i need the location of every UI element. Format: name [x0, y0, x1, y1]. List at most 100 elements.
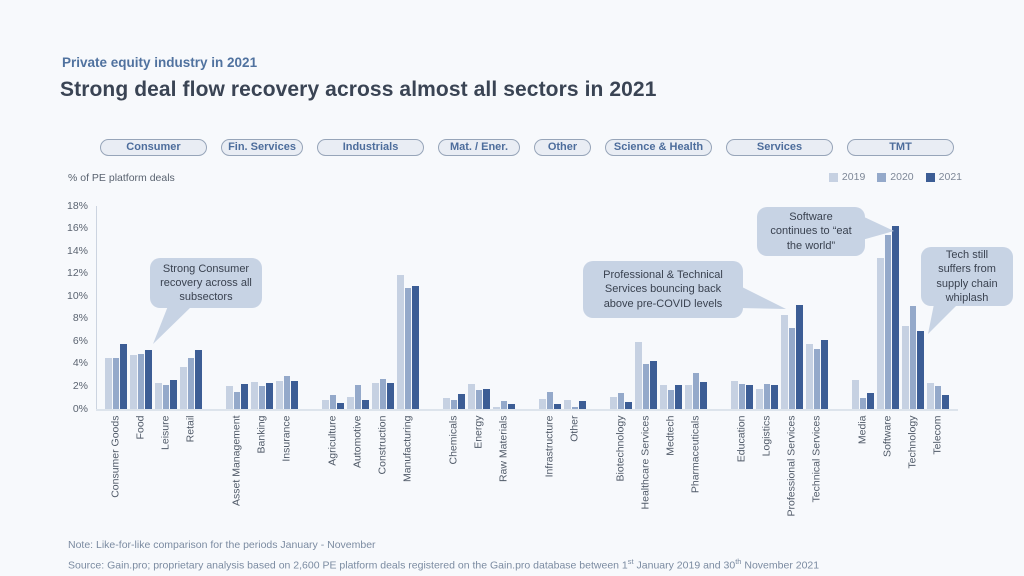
source-segment: January 2019 and 30 — [633, 559, 736, 572]
x-axis-label: Professional Services — [785, 415, 798, 516]
x-axis-label: Consumer Goods — [109, 415, 122, 498]
bar-2019-logistics — [756, 388, 763, 409]
bar-2020-asset-management — [233, 392, 241, 409]
x-axis-label: Leisure — [159, 415, 172, 450]
bar-2020-energy — [475, 389, 483, 409]
bar-2019-other — [564, 399, 571, 409]
y-axis-tick: 16% — [66, 222, 88, 235]
bar-2021-food — [145, 350, 152, 409]
x-axis-label: Energy — [472, 415, 485, 449]
bar-2021-healthcare-services — [650, 360, 657, 409]
sector-pill-services: Services — [726, 139, 833, 156]
bar-2021-asset-management — [241, 384, 248, 409]
bar-2020-logistics — [763, 384, 771, 409]
bar-2019-education — [731, 380, 738, 409]
callout-prof-tech-services-tail — [740, 286, 786, 309]
y-axis-tick: 4% — [72, 357, 88, 370]
legend-swatch — [925, 172, 935, 182]
x-axis-label: Banking — [255, 415, 268, 453]
bar-2020-chemicals — [450, 399, 458, 409]
bar-2021-logistics — [771, 385, 778, 409]
bar-2019-pharmaceuticals — [685, 385, 692, 409]
sector-pill-science-health: Science & Health — [605, 139, 712, 156]
source-superscript: th — [735, 557, 742, 566]
y-axis-tick: 18% — [66, 199, 88, 212]
bar-2020-medtech — [667, 389, 675, 409]
x-axis-label: Healthcare Services — [639, 415, 652, 509]
sector-pill-mat-ener: Mat. / Ener. — [438, 139, 520, 156]
x-axis-label: Other — [568, 415, 581, 442]
x-axis-label: Media — [856, 415, 869, 444]
bar-2020-professional-services — [788, 327, 796, 409]
x-axis-label: Raw Materials — [497, 415, 510, 482]
bar-2020-leisure — [162, 385, 170, 409]
bar-2021-technical-services — [821, 340, 828, 409]
source-segment: Source: Gain.pro; proprietary analysis b… — [68, 559, 628, 572]
bar-2020-insurance — [283, 376, 291, 409]
bar-2021-telecom — [942, 395, 949, 409]
bar-2019-healthcare-services — [635, 342, 642, 409]
legend-swatch — [877, 172, 887, 182]
legend-label: 2020 — [890, 171, 914, 183]
bar-2019-retail — [180, 367, 187, 409]
bar-2020-media — [859, 397, 867, 409]
bar-2020-raw-materials — [500, 401, 508, 409]
x-axis-label: Technical Services — [810, 415, 823, 502]
bar-2020-manufacturing — [404, 288, 412, 409]
source-superscript: st — [627, 557, 634, 566]
bar-2021-professional-services — [796, 305, 803, 409]
bar-2021-retail — [195, 350, 202, 409]
bar-2019-consumer-goods — [105, 358, 112, 409]
x-axis-label: Agriculture — [326, 415, 339, 466]
x-axis-label: Chemicals — [447, 415, 460, 465]
bar-2020-telecom — [934, 386, 942, 409]
page-title: Strong deal flow recovery across almost … — [60, 78, 657, 101]
bar-2021-education — [746, 385, 753, 409]
x-axis-label: Manufacturing — [401, 415, 414, 482]
bar-2019-infrastructure — [539, 398, 546, 409]
bar-2021-manufacturing — [412, 286, 419, 409]
bar-2021-technology — [917, 331, 924, 409]
bar-2019-media — [852, 379, 859, 409]
legend-label: 2019 — [841, 171, 866, 183]
x-axis-label: Automotive — [351, 415, 364, 468]
bar-2019-manufacturing — [397, 274, 404, 409]
bar-2020-technical-services — [813, 349, 821, 409]
bar-2020-retail — [187, 358, 195, 409]
x-axis-label: Insurance — [280, 415, 293, 462]
report-eyebrow: Private equity industry in 2021 — [62, 55, 258, 70]
x-axis-label: Infrastructure — [543, 415, 556, 477]
legend-item-2021: 2021 — [925, 171, 962, 183]
bar-2019-energy — [468, 384, 475, 409]
bar-2020-food — [137, 353, 145, 409]
bar-2020-banking — [258, 386, 266, 409]
y-axis-tick: 2% — [72, 379, 88, 392]
x-axis-label: Food — [134, 415, 147, 439]
x-axis-label: Biotechnology — [614, 415, 627, 481]
x-axis-line — [96, 409, 958, 411]
bar-2019-medtech — [660, 385, 667, 409]
x-axis-label: Asset Management — [230, 415, 243, 506]
sector-pill-tmt: TMT — [847, 139, 954, 156]
sector-pill-other: Other — [534, 139, 591, 156]
bar-2021-banking — [266, 383, 273, 409]
bar-2020-consumer-goods — [112, 358, 120, 409]
x-axis-label: Education — [735, 415, 748, 462]
y-axis-tick: 8% — [72, 312, 88, 325]
note-text: Note: Like-for-like comparison for the p… — [68, 539, 376, 551]
bar-2020-pharmaceuticals — [692, 372, 700, 409]
y-axis-tick: 12% — [66, 267, 88, 280]
x-axis-label: Medtech — [664, 415, 677, 456]
callout-software: Software continues to “eat the world” — [757, 207, 865, 256]
bar-2021-insurance — [291, 380, 298, 409]
callout-tech-supply-chain-tail — [928, 304, 958, 334]
bar-2019-food — [130, 354, 137, 409]
y-axis-tick: 14% — [66, 244, 88, 257]
bar-2019-banking — [251, 381, 258, 409]
legend-swatch — [828, 172, 838, 182]
bar-2021-consumer-goods — [120, 343, 127, 409]
callout-tech-supply-chain: Tech still suffers from supply chain whi… — [921, 247, 1013, 306]
bar-2019-technical-services — [806, 343, 813, 409]
x-axis-label: Retail — [184, 415, 197, 442]
bar-2020-software — [884, 235, 892, 409]
